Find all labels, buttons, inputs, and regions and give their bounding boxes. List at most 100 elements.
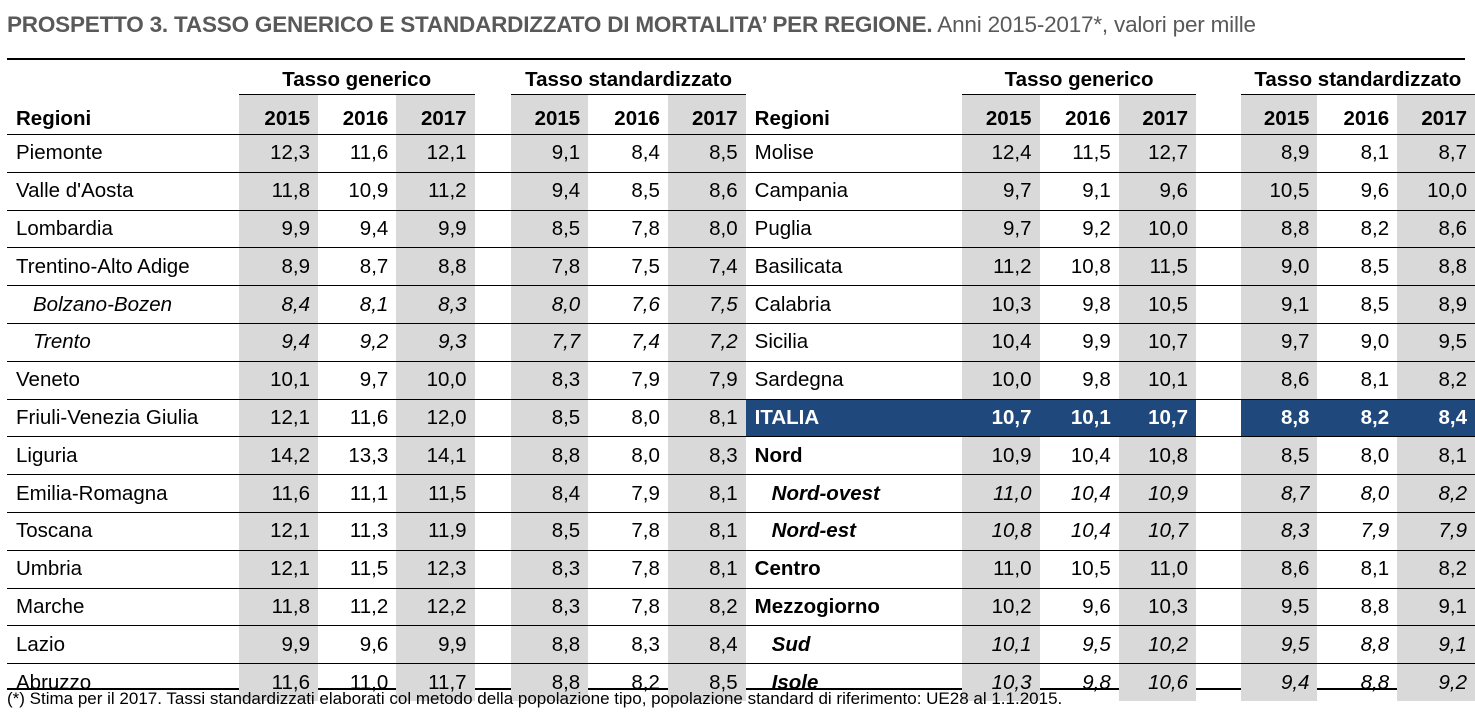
- region-name: Puglia: [745, 210, 963, 249]
- tasso-standardizzato-2015: 8,5: [511, 399, 589, 438]
- region-name: Toscana: [7, 512, 239, 551]
- tasso-generico-2017: 9,9: [396, 625, 475, 665]
- spacer: [474, 247, 512, 287]
- tasso-generico-2015: 12,4: [962, 134, 1040, 173]
- spacer: [1196, 361, 1241, 400]
- tasso-standardizzato-2015: 9,7: [1240, 323, 1318, 362]
- tasso-generico-2016: 10,8: [1039, 247, 1119, 287]
- table-row: Friuli-Venezia Giulia 12,1 11,6 12,0 8,5 8,0 8…: [7, 399, 1475, 438]
- table-row: Trentino-Alto Adige 8,9 8,7 8,8 7,8 7,5 7,4 Bas…: [7, 247, 1475, 287]
- tasso-generico-2015: 12,3: [238, 134, 319, 173]
- tasso-standardizzato-2017: 8,6: [667, 172, 746, 211]
- region-name: Veneto: [7, 361, 239, 400]
- tasso-generico-2015: 12,1: [238, 399, 319, 438]
- tasso-generico-2016: 10,9: [318, 172, 397, 211]
- region-name: Molise: [745, 134, 963, 173]
- region-name: Emilia-Romagna: [7, 474, 239, 513]
- tasso-standardizzato-2017: 8,4: [1397, 399, 1475, 438]
- region-name: Trentino-Alto Adige: [7, 247, 239, 287]
- spacer: [474, 361, 512, 400]
- spacer: [474, 134, 512, 173]
- region-name: Nord-ovest: [745, 474, 963, 513]
- tasso-generico-2015: 10,3: [962, 663, 1040, 701]
- tasso-standardizzato-2017: 8,1: [667, 550, 746, 589]
- tasso-standardizzato-2016: 8,5: [1317, 285, 1398, 324]
- spacer: [474, 625, 512, 665]
- tasso-generico-2017: 8,3: [396, 285, 475, 324]
- spacer: [1196, 323, 1241, 362]
- spacer: [474, 172, 512, 211]
- table-row: Toscana 12,1 11,3 11,9 8,5 7,8 8,1 Nord-est 10,8…: [7, 512, 1475, 551]
- header-year: 2015: [1240, 94, 1318, 135]
- spacer: [474, 588, 512, 627]
- tasso-generico-2015: 10,4: [962, 323, 1040, 362]
- table-row: Emilia-Romagna 11,6 11,1 11,5 8,4 7,9 8,1 Nord-…: [7, 474, 1475, 513]
- tasso-generico-2016: 9,2: [318, 323, 397, 362]
- tasso-generico-2015: 8,4: [238, 285, 319, 324]
- tasso-standardizzato-2017: 7,9: [667, 361, 746, 400]
- header-year: 2016: [1039, 94, 1119, 135]
- header-year: 2017: [396, 94, 475, 135]
- tasso-standardizzato-2017: 9,2: [1397, 663, 1475, 701]
- tasso-generico-2015: 10,9: [962, 436, 1040, 476]
- tasso-generico-2015: 11,8: [238, 588, 319, 627]
- tasso-generico-2016: 10,1: [1039, 399, 1119, 438]
- tasso-standardizzato-2016: 8,3: [588, 625, 668, 665]
- tasso-generico-2017: 10,0: [396, 361, 475, 400]
- tasso-standardizzato-2017: 7,5: [667, 285, 746, 324]
- tasso-generico-2016: 10,4: [1039, 474, 1119, 513]
- tasso-standardizzato-2015: 10,5: [1240, 172, 1318, 211]
- tasso-generico-2017: 10,3: [1118, 588, 1197, 627]
- region-name: Liguria: [7, 436, 239, 476]
- spacer: [1196, 512, 1241, 551]
- tasso-standardizzato-2017: 8,2: [1397, 361, 1475, 400]
- tasso-generico-2016: 11,1: [318, 474, 397, 513]
- tasso-generico-2016: 11,6: [318, 399, 397, 438]
- region-name: Umbria: [7, 550, 239, 589]
- tasso-standardizzato-2016: 9,6: [1317, 172, 1398, 211]
- tasso-generico-2016: 9,2: [1039, 210, 1119, 249]
- tasso-standardizzato-2016: 8,8: [1360, 670, 1390, 694]
- table-row: Veneto 10,1 9,7 10,0 8,3 7,9 7,9 Sardegna 10,0 9,…: [7, 361, 1475, 400]
- tasso-standardizzato-2017: 8,4: [667, 625, 746, 665]
- spacer: [1196, 550, 1241, 589]
- table-row: Umbria 12,1 11,5 12,3 8,3 7,8 8,1 Centro 11,0 10,…: [7, 550, 1475, 589]
- tasso-standardizzato-2016: 8,1: [1317, 550, 1398, 589]
- tasso-standardizzato-2015: 9,1: [1240, 285, 1318, 324]
- table-row: Lazio 9,9 9,6 9,9 8,8 8,3 8,4 Sud 10,1 9,5 10,2 9,5…: [7, 625, 1475, 665]
- tasso-standardizzato-2015: 8,7: [1240, 474, 1318, 513]
- tasso-standardizzato-2016: 7,4: [588, 323, 668, 362]
- tasso-generico-2016: 9,7: [318, 361, 397, 400]
- tasso-standardizzato-2016: 8,4: [588, 134, 668, 173]
- tasso-generico-2017: 10,2: [1118, 625, 1197, 665]
- tasso-generico-2016: 11,2: [318, 588, 397, 627]
- tasso-standardizzato-2017: 8,2: [1397, 550, 1475, 589]
- table-row: Abruzzo 11,6 11,0 11,7 8,8 8,2 8,5 Isole 10,3 9,8…: [7, 663, 1475, 701]
- spacer: [1196, 210, 1241, 249]
- tasso-standardizzato-2016: 7,8: [588, 512, 668, 551]
- tasso-generico-2016: 9,1: [1039, 172, 1119, 211]
- tasso-generico-2016: 9,8: [1039, 285, 1119, 324]
- tasso-standardizzato-2017: 8,1: [667, 399, 746, 438]
- tasso-generico-2016: 9,6: [318, 625, 397, 665]
- region-name: Isole: [771, 670, 819, 694]
- tasso-generico-2017: 9,3: [396, 323, 475, 362]
- header-year: 2016: [318, 94, 397, 135]
- tasso-standardizzato-2017: 9,1: [1397, 625, 1475, 665]
- tasso-generico-2017: 8,8: [396, 247, 475, 287]
- tasso-standardizzato-2017: 8,5: [667, 134, 746, 173]
- tasso-standardizzato-2015: 9,4: [1240, 663, 1318, 701]
- tasso-generico-2017: 12,0: [396, 399, 475, 438]
- tasso-standardizzato-2015: 8,4: [511, 474, 589, 513]
- tasso-generico-2015: 9,4: [238, 323, 319, 362]
- region-name: Centro: [745, 550, 963, 589]
- header-tasso-generico-left: Tasso generico: [238, 60, 475, 95]
- tasso-standardizzato-2017: 10,0: [1397, 172, 1475, 211]
- header-year: 2015: [962, 94, 1040, 135]
- tasso-standardizzato-2015: 8,6: [1240, 361, 1318, 400]
- tasso-generico-2016: 9,6: [1039, 588, 1119, 627]
- header-year: 2017: [1118, 94, 1197, 135]
- tasso-generico-2015: 14,2: [238, 436, 319, 476]
- tasso-generico-2015: 10,1: [962, 625, 1040, 665]
- tasso-generico-2017: 10,9: [1118, 474, 1197, 513]
